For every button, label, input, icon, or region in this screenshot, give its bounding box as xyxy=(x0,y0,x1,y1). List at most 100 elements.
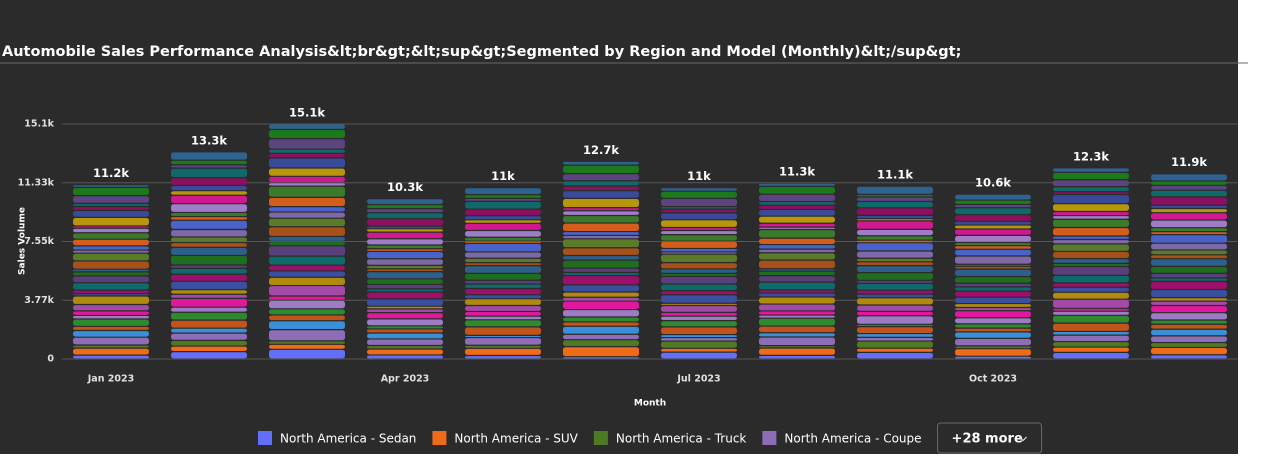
bar-segment xyxy=(955,194,1031,200)
bar-segment xyxy=(661,303,737,305)
bar-segment xyxy=(269,186,345,197)
bar-segment xyxy=(465,327,541,335)
legend-label[interactable]: North America - Coupe xyxy=(784,432,921,446)
bar-segment xyxy=(661,213,737,220)
bar-segment xyxy=(759,346,835,348)
bar-segment xyxy=(759,210,835,216)
bar-segment xyxy=(857,352,933,359)
bar-segment xyxy=(857,283,933,290)
bar-segment xyxy=(171,340,247,346)
x-tick-label: Apr 2023 xyxy=(381,374,430,385)
bar-segment xyxy=(367,265,443,269)
bar-segment xyxy=(955,283,1031,287)
bar-segment xyxy=(269,315,345,321)
y-tick-label: 15.1k xyxy=(24,119,54,130)
total-label: 10.6k xyxy=(975,176,1011,190)
bar-segment xyxy=(73,185,149,187)
bar-segment xyxy=(563,326,639,334)
bar-segment xyxy=(269,176,345,183)
legend-label[interactable]: North America - Sedan xyxy=(280,432,416,446)
bar-segment xyxy=(465,195,541,198)
bar-segment xyxy=(563,322,639,326)
legend-swatch[interactable] xyxy=(432,431,447,445)
bar-segment xyxy=(1053,180,1129,187)
chevron-icon[interactable] xyxy=(1019,436,1027,442)
bar-segment xyxy=(661,327,737,334)
total-label: 11.9k xyxy=(1171,155,1207,169)
bar-segment xyxy=(857,229,933,236)
bar-segment xyxy=(661,295,737,303)
bar-segment xyxy=(1151,259,1227,266)
legend-swatch[interactable] xyxy=(593,431,608,445)
bar-segment xyxy=(367,219,443,226)
bar-segment xyxy=(465,223,541,230)
bar-segment xyxy=(563,161,639,165)
bar-segment xyxy=(367,213,443,219)
bar-segment xyxy=(955,287,1031,291)
bar-segment xyxy=(171,307,247,312)
bar-segment xyxy=(563,310,639,317)
bar-segment xyxy=(759,304,835,311)
bar-segment xyxy=(465,335,541,337)
bar-segment xyxy=(73,196,149,203)
bar-segment xyxy=(1151,298,1227,301)
bar-segment xyxy=(857,236,933,240)
bar-segment xyxy=(171,294,247,298)
bar-segment xyxy=(171,265,247,268)
bar-segment xyxy=(857,219,933,221)
bar-segment xyxy=(367,299,443,306)
bar-segment xyxy=(367,329,443,333)
bar-segment xyxy=(955,225,1031,229)
bar-segment xyxy=(269,153,345,158)
legend-swatch[interactable] xyxy=(258,431,272,445)
bar-segment xyxy=(269,149,345,153)
bar-segment xyxy=(661,316,737,320)
bar-segment xyxy=(1053,228,1129,236)
bar-segment xyxy=(171,152,247,160)
bar-segment xyxy=(73,253,149,261)
bar-segment xyxy=(367,326,443,329)
legend-label[interactable]: North America - Truck xyxy=(616,432,747,446)
bar-segment xyxy=(73,276,149,283)
bar-segment xyxy=(857,324,933,326)
bar-segment xyxy=(955,328,1031,332)
bar-segment xyxy=(661,209,737,213)
bar-segment xyxy=(73,337,149,345)
bar-segment xyxy=(1151,255,1227,259)
bar-segment xyxy=(857,251,933,258)
bar-segment xyxy=(759,205,835,209)
legend-label[interactable]: North America - SUV xyxy=(454,432,578,446)
bar-segment xyxy=(759,355,835,359)
bar-segment xyxy=(857,348,933,352)
bar-segment xyxy=(857,215,933,218)
bar-segment xyxy=(1151,355,1227,359)
bar-segment xyxy=(563,347,639,357)
bar-segment xyxy=(269,321,345,330)
bar-segment xyxy=(465,220,541,223)
bar-segment xyxy=(73,272,149,276)
bar-segment xyxy=(465,198,541,201)
bar-segment xyxy=(955,205,1031,208)
legend-more-button[interactable] xyxy=(937,422,1043,454)
legend-more-label[interactable]: +28 more xyxy=(952,432,1023,447)
bar-segment xyxy=(1151,301,1227,305)
bar-segment xyxy=(269,242,345,246)
bar-segment xyxy=(1151,213,1227,220)
bars: Jan 2023 11.2k 13.3k 15.1k Apr 2023 10.3k 11k 1… xyxy=(73,105,1227,385)
bar-segment xyxy=(759,249,835,253)
bar-segment xyxy=(269,227,345,236)
total-label: 13.3k xyxy=(191,133,227,147)
bar-segment xyxy=(171,281,247,290)
legend-swatch[interactable] xyxy=(762,431,777,445)
bar-segment xyxy=(1053,263,1129,266)
x-tick-label: Jan 2023 xyxy=(87,374,134,385)
bar-segment xyxy=(171,320,247,328)
bar-segment xyxy=(367,205,443,209)
bar-segment xyxy=(269,300,345,309)
bar-segment xyxy=(759,183,835,186)
bar-segment xyxy=(661,348,737,352)
bar-segment xyxy=(661,335,737,337)
bar-segment xyxy=(955,221,1031,225)
total-label: 15.1k xyxy=(289,105,325,119)
bar-segment xyxy=(661,249,737,252)
